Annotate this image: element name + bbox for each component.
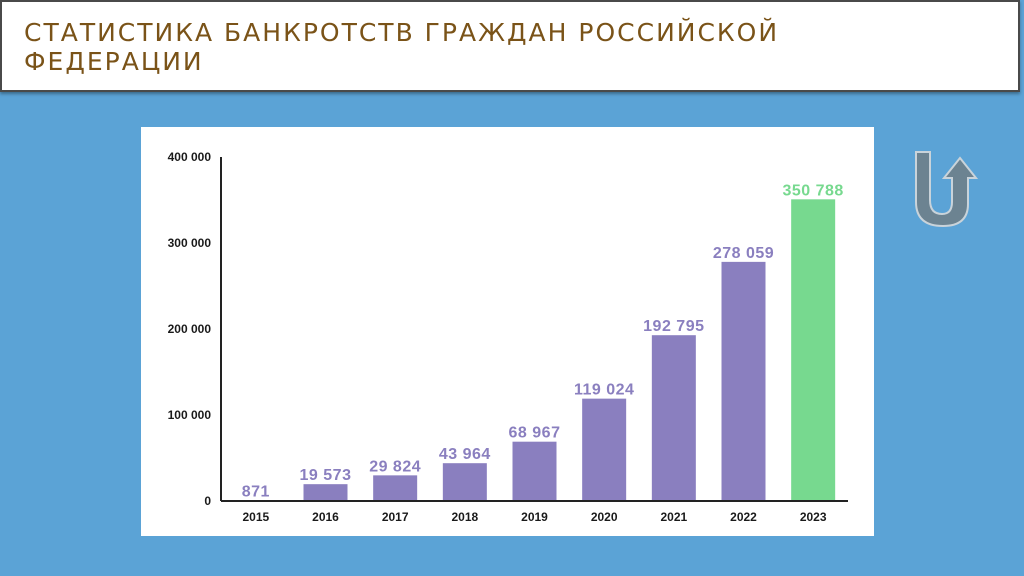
u-turn-up-arrow-icon [915,151,979,228]
x-tick-label: 2023 [800,510,827,524]
y-tick-label: 100 000 [168,408,212,422]
bar-2018 [442,463,487,501]
y-tick-label: 400 000 [168,150,212,164]
bar-2021 [651,335,696,501]
y-tick-label: 0 [204,494,211,508]
bar-2019 [512,441,557,501]
data-label-2020: 119 024 [574,382,634,399]
data-label-2017: 29 824 [369,458,421,475]
data-label-2018: 43 964 [439,446,491,463]
data-label-2016: 19 573 [300,467,352,484]
data-label-2023: 350 788 [782,182,843,199]
bar-chart-card: 0 100 000 200 000 300 000 400 000 871 19 573 2… [141,127,874,536]
y-tick-label: 300 000 [168,236,212,250]
x-tick-label: 2016 [312,510,339,524]
data-label-2015: 871 [242,483,270,500]
slide-title: СТАТИСТИКА БАНКРОТСТВ ГРАЖДАН РОССИЙСКОЙ… [24,18,780,76]
x-axis-ticks: 2015 2016 2017 2018 2019 2020 2021 2022 2023 [242,510,826,524]
x-tick-label: 2019 [521,510,548,524]
slide-header: СТАТИСТИКА БАНКРОТСТВ ГРАЖДАН РОССИЙСКОЙ… [0,0,1020,92]
x-tick-label: 2015 [242,510,269,524]
bar-2022 [721,261,766,501]
data-label-2022: 278 059 [713,245,774,262]
x-tick-label: 2017 [382,510,409,524]
bar-2020 [582,398,627,501]
x-tick-label: 2018 [451,510,478,524]
bar-2016 [303,484,348,501]
y-axis-ticks: 0 100 000 200 000 300 000 400 000 [168,150,212,508]
x-tick-label: 2021 [660,510,687,524]
chart-data-labels: 871 19 573 29 824 43 964 68 967 119 024 192 79… [242,182,844,500]
y-tick-label: 200 000 [168,322,212,336]
chart-bars [233,199,836,501]
bar-2023 [791,199,836,501]
data-label-2019: 68 967 [509,425,561,442]
data-label-2021: 192 795 [643,318,704,335]
bar-2017 [373,475,418,501]
x-tick-label: 2022 [730,510,757,524]
x-tick-label: 2020 [591,510,618,524]
bankruptcy-bar-chart: 0 100 000 200 000 300 000 400 000 871 19 573 2… [168,150,848,524]
